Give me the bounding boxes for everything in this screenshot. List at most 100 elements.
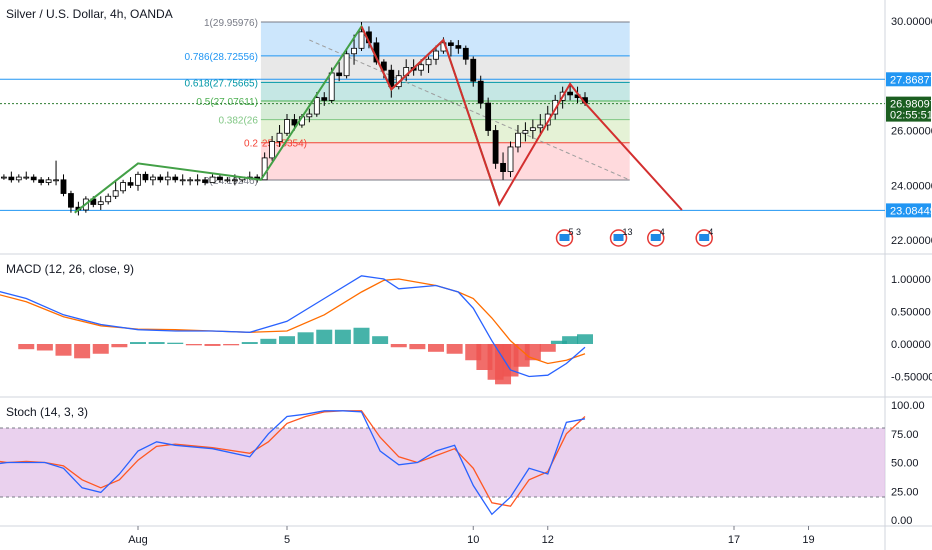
time-tick-label: 12	[542, 534, 554, 546]
candle-body	[567, 91, 573, 96]
time-tick-label: Aug	[128, 534, 148, 546]
candle-body	[507, 146, 514, 172]
candle-body	[157, 176, 164, 181]
candle-body	[522, 130, 529, 134]
macd-histogram-bar	[390, 344, 407, 348]
fib-zone	[260, 55, 630, 83]
candle-body	[135, 173, 141, 186]
stoch-tick-label: 25.00	[891, 486, 919, 498]
candle-body	[276, 132, 283, 142]
price-tag-label: 23.08449	[890, 205, 932, 217]
fib-level-label: 0.382(26	[218, 116, 258, 127]
stoch-tick-label: 0.00	[891, 515, 912, 527]
macd-histogram-bar	[36, 344, 53, 351]
candle-body	[127, 182, 134, 186]
candle-body	[194, 179, 201, 182]
candle-body	[269, 141, 276, 159]
price-tick-label: 26.00000	[891, 125, 932, 137]
candle-body	[462, 47, 469, 60]
price-tag-label: 02:55:51	[890, 110, 932, 122]
macd-tick-label: 0.50000	[891, 307, 931, 319]
candle-body	[231, 179, 238, 182]
candle-body	[142, 173, 149, 181]
macd-histogram-bar	[539, 344, 556, 352]
macd-tick-label: 0.00000	[891, 339, 931, 351]
price-tick-label: 22.00000	[891, 235, 932, 247]
macd-histogram-bar	[409, 344, 426, 350]
price-tick-label: 24.00000	[891, 180, 932, 192]
price-tag-label: 27.86877	[890, 74, 932, 86]
event-flag-icon	[559, 234, 570, 241]
macd-histogram-bar	[92, 344, 109, 354]
candle-body	[38, 179, 45, 183]
macd-histogram-bar	[353, 327, 370, 344]
macd-histogram-bar	[550, 340, 567, 344]
candle-body	[537, 124, 544, 129]
candle-body	[447, 42, 454, 46]
candle-body	[425, 58, 432, 66]
candle-body	[284, 119, 290, 134]
candle-body	[53, 179, 59, 182]
candle-body	[105, 195, 112, 203]
stoch-band	[0, 428, 885, 497]
stoch-d-line	[0, 410, 586, 507]
macd-signal-line	[0, 278, 586, 365]
fib-zone	[260, 119, 630, 143]
macd-histogram-bar	[18, 344, 35, 350]
macd-histogram-bar	[428, 344, 444, 352]
fib-level-label: 0.2	[244, 139, 258, 150]
candle-body	[455, 45, 462, 49]
macd-histogram-bar	[241, 342, 258, 344]
candle-body	[120, 182, 126, 192]
time-tick-label: 5	[284, 534, 290, 546]
candle-body	[224, 179, 231, 182]
macd-pane-title: MACD (12, 26, close, 9)	[6, 262, 135, 276]
event-label: 13	[623, 227, 633, 237]
candle-body	[8, 176, 15, 181]
price-tag	[886, 203, 931, 218]
candle-body	[418, 64, 425, 71]
candle-body	[15, 176, 22, 181]
time-tick-label: 10	[467, 534, 479, 546]
candle-body	[202, 179, 208, 183]
macd-line	[0, 275, 586, 378]
macd-histogram-bar	[204, 344, 221, 346]
candle-body	[336, 72, 343, 77]
macd-histogram-bar	[372, 336, 389, 344]
macd-histogram-bar	[111, 344, 128, 348]
macd-histogram-bar	[334, 329, 351, 344]
macd-histogram-bar	[167, 342, 184, 344]
candle-body	[485, 102, 492, 131]
candle-body	[0, 176, 7, 179]
price-pane-title: Silver / U.S. Dollar, 4h, OANDA	[6, 7, 173, 21]
event-label: 5 3	[569, 227, 582, 237]
fib-level-label: 0(24.19246)	[204, 176, 258, 187]
fib-level-label: 1(29.95976)	[204, 18, 258, 29]
candle-body	[45, 179, 52, 183]
macd-histogram-bar	[446, 344, 463, 354]
macd-histogram-bar	[562, 336, 579, 344]
fib-level-label: 0.786(28.72556)	[185, 52, 258, 63]
fib-zone	[260, 142, 630, 181]
pattern-line	[360, 25, 683, 211]
macd-tick-label: 1.00000	[891, 274, 931, 286]
candle-body	[68, 193, 74, 208]
time-tick-label: 19	[802, 534, 814, 546]
price-tick-label: 30.00000	[891, 16, 932, 28]
fib-trend-line	[309, 39, 630, 181]
candle-body	[358, 31, 365, 49]
event-flag-icon	[699, 234, 710, 241]
candle-body	[23, 176, 30, 179]
stoch-tick-label: 75.00	[891, 429, 919, 441]
candle-body	[217, 176, 223, 181]
macd-tick-label: -0.50000	[891, 372, 932, 384]
candle-body	[515, 132, 521, 148]
fib-zone	[260, 82, 630, 102]
candle-body	[470, 58, 477, 82]
stoch-tick-label: 50.00	[891, 458, 919, 470]
candle-body	[351, 47, 357, 55]
candle-body	[112, 190, 119, 197]
candle-body	[477, 80, 484, 104]
candle-body	[321, 97, 328, 101]
